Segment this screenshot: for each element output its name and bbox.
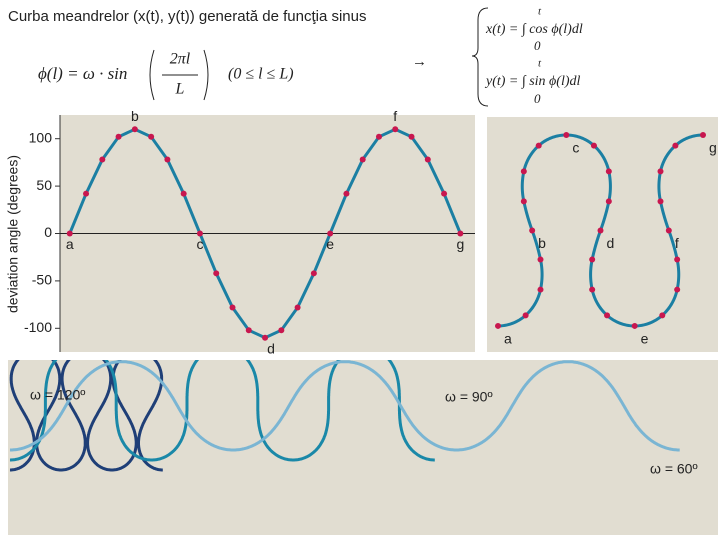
point [424, 156, 431, 163]
meander-label: a [504, 331, 512, 347]
formula-den: L [175, 81, 185, 98]
meander-point [674, 256, 681, 263]
meander-label: c [572, 140, 579, 156]
meander-point [537, 286, 544, 293]
meander-point [672, 142, 679, 149]
meander-point [535, 142, 542, 149]
omega-label: ω = 120º [30, 387, 85, 403]
meander-point [657, 198, 664, 205]
formula-x: x(t) = ∫ cos ϕ(l)dl [485, 22, 583, 37]
meander-label: d [607, 235, 615, 251]
point-label: d [267, 340, 275, 356]
lower-limit: 0 [534, 91, 541, 106]
meander-point [674, 286, 681, 293]
point-label: f [393, 108, 397, 124]
point [375, 133, 382, 140]
meander-point [700, 132, 706, 138]
formula-num: 2πl [170, 51, 191, 68]
meander-label: f [675, 235, 679, 251]
meander-point [589, 256, 596, 263]
y-tick-label: 0 [44, 224, 52, 240]
point [213, 270, 220, 277]
point [457, 230, 464, 237]
omega-label: ω = 60º [650, 461, 698, 477]
meander-point [495, 322, 501, 329]
point [196, 230, 203, 237]
title: Curba meandrelor (x(t), y(t)) generată d… [8, 8, 366, 25]
y-tick-label: 100 [29, 129, 53, 145]
upper-limit: t [538, 58, 542, 70]
arrow: → [412, 53, 427, 70]
omega-curve [10, 360, 680, 452]
point [441, 190, 448, 197]
meander-label: b [538, 235, 546, 251]
point [83, 190, 90, 197]
meander-point [631, 322, 638, 329]
formula-range: (0 ≤ l ≤ L) [228, 66, 294, 83]
meander-label: e [641, 331, 649, 347]
point [131, 126, 138, 133]
point [359, 156, 366, 163]
brace [471, 7, 489, 107]
meander-label: g [709, 140, 717, 156]
omega-label: ω = 90º [445, 389, 493, 405]
meander-point [605, 168, 612, 175]
point [262, 334, 269, 341]
meander-point [520, 168, 527, 175]
meander-point [604, 312, 611, 319]
point-label: e [326, 236, 334, 252]
meander-point [520, 198, 527, 205]
point [327, 230, 334, 237]
y-tick-label: 50 [36, 177, 52, 193]
point-label: c [196, 236, 203, 252]
point [148, 133, 155, 140]
point [343, 190, 350, 197]
point [392, 126, 399, 133]
point [408, 133, 415, 140]
meander-point [659, 312, 666, 319]
point [99, 156, 106, 163]
meander-point [537, 256, 544, 263]
y-tick-label: -100 [24, 319, 52, 335]
meander-point [529, 227, 536, 234]
meander-point [563, 132, 570, 138]
meander-point [665, 227, 672, 234]
meander-point [597, 227, 604, 234]
upper-limit: t [538, 6, 542, 18]
point [115, 133, 122, 140]
paren [149, 49, 209, 101]
omega-curves [9, 360, 680, 472]
meander-point [522, 312, 529, 319]
point-label: a [66, 236, 74, 252]
lower-limit: 0 [534, 38, 541, 53]
formula-lhs: ϕ(l) = ω · sin [38, 64, 127, 83]
point [294, 304, 301, 311]
point-label: g [456, 236, 464, 252]
point [229, 304, 236, 311]
point [310, 270, 317, 277]
point-label: b [131, 108, 139, 124]
point [180, 190, 187, 197]
point [164, 156, 171, 163]
point [66, 230, 73, 237]
y-axis-label: deviation angle (degrees) [5, 155, 21, 313]
y-tick-label: -50 [32, 272, 52, 288]
point [245, 327, 252, 334]
formula-y: y(t) = ∫ sin ϕ(l)dl [484, 74, 581, 89]
meander-point [590, 142, 597, 149]
meander-point [657, 168, 664, 175]
meander-point [605, 198, 612, 205]
meander-point [589, 286, 596, 293]
point [278, 327, 285, 334]
